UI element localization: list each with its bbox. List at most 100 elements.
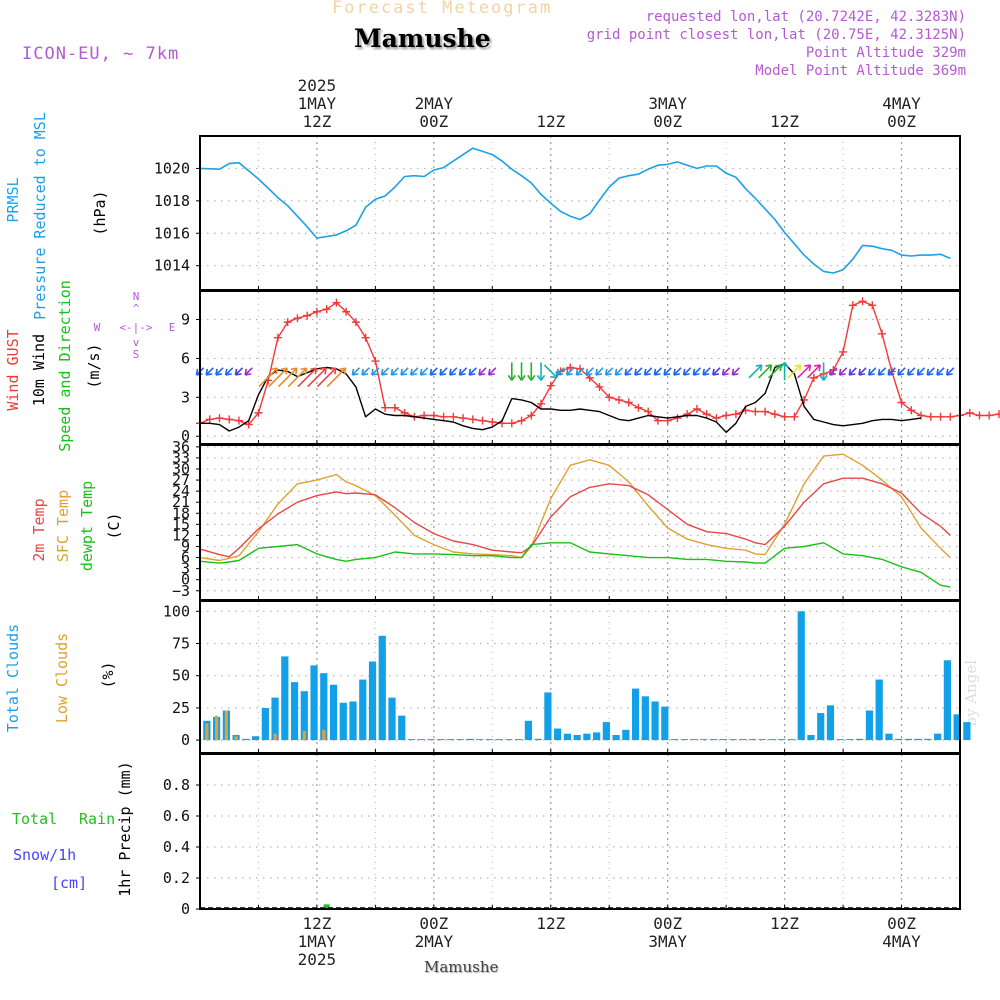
y-tick-label: 24 <box>172 482 190 500</box>
wind-vector <box>731 367 740 376</box>
y-tick-label: 12 <box>172 526 190 544</box>
total-cloud-bar <box>885 733 893 741</box>
wind-vector <box>797 364 812 379</box>
y-tick-label: 75 <box>172 635 190 653</box>
wind-vector <box>877 367 887 376</box>
time-label-top: 00Z <box>419 112 448 131</box>
gust-marker <box>449 412 458 421</box>
gust-marker <box>537 399 546 408</box>
total-cloud-bar <box>836 739 844 741</box>
gust-marker <box>731 410 740 419</box>
wind-vector <box>419 367 429 376</box>
total-cloud-bar <box>573 734 581 741</box>
compass-cross: <-|-> <box>119 321 152 334</box>
wind-vector <box>897 367 906 376</box>
wind-vector <box>371 367 380 376</box>
total-cloud-bar <box>856 738 864 741</box>
gust-marker <box>653 416 662 425</box>
gust-marker <box>848 301 857 310</box>
total-cloud-bar <box>612 734 620 741</box>
total-cloud-bar <box>690 739 698 741</box>
total-cloud-bar <box>378 635 386 741</box>
gust-marker <box>926 412 935 421</box>
total-cloud-bar <box>427 739 435 741</box>
y-tick-label: 50 <box>172 667 190 685</box>
total-cloud-bar <box>739 739 747 741</box>
wind-line <box>200 362 922 433</box>
total-cloud-bar <box>320 673 328 741</box>
wind-vector <box>702 367 711 376</box>
wind-vector <box>244 367 253 376</box>
time-label-top: 12Z <box>536 112 565 131</box>
gust-line <box>199 300 1000 426</box>
gust-marker <box>878 329 887 338</box>
wind-title: 10m Wind <box>30 334 48 406</box>
total-cloud-bar <box>281 656 289 741</box>
wind-vector <box>215 367 224 376</box>
total-cloud-bar <box>261 707 269 741</box>
gust-marker <box>673 414 682 423</box>
y-tick-label: 9 <box>181 537 190 555</box>
total-cloud-bar <box>349 701 357 741</box>
total-cloud-bar <box>359 679 367 741</box>
low-cloud-bar <box>205 723 209 741</box>
wind-vector <box>351 367 360 376</box>
gust-marker <box>361 333 370 342</box>
temp-2m-line <box>199 477 951 558</box>
low-cloud-bar <box>234 736 238 741</box>
total-cloud-bar <box>515 739 523 741</box>
wind-vector <box>721 367 731 376</box>
total-cloud-bar <box>797 611 805 741</box>
gust-marker <box>751 407 760 416</box>
compass-e: E <box>169 321 176 334</box>
model-label: ICON-EU, ~ 7km <box>22 44 180 64</box>
total-cloud-bar <box>680 739 688 741</box>
time-label-bottom: 00Z <box>887 914 916 933</box>
wind-vector <box>575 367 585 376</box>
y-tick-label: 0 <box>181 900 190 918</box>
total-cloud-bar <box>388 697 396 741</box>
wind-vector <box>916 367 926 376</box>
total-cloud-bar <box>778 739 786 741</box>
total-cloud-bar <box>271 697 279 741</box>
y-tick-label: 6 <box>181 349 190 367</box>
total-cloud-bar <box>758 739 766 741</box>
wind-vector <box>936 367 945 376</box>
time-label-bottom: 12Z <box>536 914 565 933</box>
gust-marker <box>897 398 906 407</box>
gust-marker <box>527 411 536 420</box>
total-cloud-bar <box>524 720 533 741</box>
total-cloud-bar <box>768 739 776 741</box>
gust-marker <box>459 414 468 423</box>
gust-marker <box>225 415 234 424</box>
wind-vector <box>643 367 653 376</box>
y-tick-label: −3 <box>172 582 190 600</box>
time-label-top: 00Z <box>653 112 682 131</box>
gust-marker <box>566 363 575 372</box>
low-cloud-bar <box>322 729 326 741</box>
time-label-top: 00Z <box>887 112 916 131</box>
gust-marker <box>790 412 799 421</box>
wind-vector <box>380 367 390 376</box>
wind-vector <box>906 367 916 376</box>
wind-vector <box>595 367 604 376</box>
gust-marker <box>770 410 779 419</box>
wind-vector <box>458 367 468 376</box>
gust-marker <box>985 411 994 420</box>
total-cloud-bar <box>251 736 260 741</box>
gust-marker <box>605 393 614 402</box>
wind-vector <box>673 367 682 376</box>
time-label-bottom: 00Z <box>419 914 448 933</box>
wind-vector <box>692 367 702 376</box>
time-label-top: 2MAY <box>415 94 454 113</box>
wind-vector <box>926 367 935 376</box>
wind-vector <box>224 367 234 376</box>
gust-marker <box>439 412 448 421</box>
wind-vector <box>487 367 497 376</box>
time-label-top: 4MAY <box>882 94 921 113</box>
total-clouds-title: Total Clouds <box>4 624 22 732</box>
wind-vector <box>536 362 546 381</box>
y-tick-label: 0.2 <box>163 869 190 887</box>
y-tick-label: 30 <box>172 460 190 478</box>
gust-marker <box>351 318 360 327</box>
